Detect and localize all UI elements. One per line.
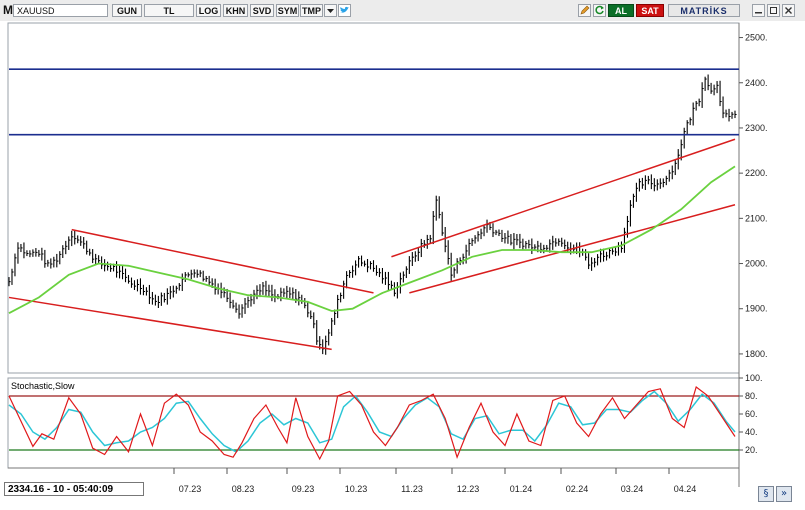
restore-icon[interactable] <box>767 4 780 17</box>
time-tick-label: 03.24 <box>621 484 644 494</box>
price-tick-label: 1900. <box>745 304 768 314</box>
refresh-icon[interactable] <box>593 4 606 17</box>
price-tick-label: 1800. <box>745 349 768 359</box>
tmp-button[interactable]: TMP <box>300 4 323 17</box>
period-gun-button[interactable]: GUN <box>112 4 142 17</box>
price-tick-label: 2100. <box>745 213 768 223</box>
stoch-tick-label: 60. <box>745 409 758 419</box>
dropdown-arrow-icon[interactable] <box>324 4 337 17</box>
twitter-bird-icon[interactable] <box>338 4 351 17</box>
time-tick-label: 01.24 <box>510 484 533 494</box>
currency-tl-button[interactable]: TL <box>144 4 194 17</box>
time-tick-label: 09.23 <box>292 484 315 494</box>
khn-button[interactable]: KHN <box>223 4 248 17</box>
price-axis: 2500. 2400. 2300. 2200. 2100. 2000. 1900. 1800. <box>739 33 768 359</box>
time-tick-label: 04.24 <box>674 484 697 494</box>
pencil-icon[interactable] <box>578 4 591 17</box>
price-tick-label: 2500. <box>745 33 768 43</box>
price-tick-label: 2400. <box>745 78 768 88</box>
sync-icon[interactable]: § <box>758 486 774 502</box>
trend-channel-line <box>409 204 736 294</box>
price-tick-label: 2200. <box>745 168 768 178</box>
trend-channel-line <box>8 296 332 351</box>
matriks-brand: MATRİKS <box>668 4 740 17</box>
stoch-tick-label: 100. <box>745 373 763 383</box>
stoch-panel-title: Stochastic,Slow <box>11 381 75 391</box>
chart-canvas[interactable]: 2500. 2400. 2300. 2200. 2100. 2000. 1900. 1800.… <box>0 21 805 510</box>
buy-button[interactable]: AL <box>608 4 634 17</box>
log-button[interactable]: LOG <box>196 4 221 17</box>
time-tick-label: 08.23 <box>232 484 255 494</box>
matriks-logo: M <box>3 3 13 17</box>
horizontal-levels <box>9 68 739 136</box>
sym-button[interactable]: SYM <box>276 4 299 17</box>
trend-channel-line <box>71 228 374 294</box>
stoch-tick-label: 20. <box>745 445 758 455</box>
stoch-k-line <box>8 385 736 461</box>
sell-button[interactable]: SAT <box>636 4 664 17</box>
trend-channels <box>8 138 736 351</box>
stochastic-lines <box>8 385 739 461</box>
chart-toolbar: M XAUUSD GUN TL LOG KHN SVD SYM TMP AL S… <box>0 0 805 22</box>
time-tick-label: 10.23 <box>345 484 368 494</box>
time-axis: 07.23 08.23 09.23 10.23 11.23 12.23 01.24 02.24… <box>173 468 697 494</box>
moving-average <box>8 165 736 314</box>
time-tick-label: 11.23 <box>401 484 423 494</box>
moving-average-line <box>8 165 736 314</box>
price-tick-label: 2300. <box>745 123 768 133</box>
time-tick-label: 02.24 <box>566 484 589 494</box>
symbol-input[interactable]: XAUUSD <box>13 4 108 17</box>
trend-channel-line <box>391 138 736 258</box>
stoch-tick-label: 80. <box>745 391 758 401</box>
scroll-right-icon[interactable]: » <box>776 486 792 502</box>
svd-button[interactable]: SVD <box>250 4 274 17</box>
chart-background <box>0 21 805 510</box>
stoch-tick-label: 40. <box>745 427 758 437</box>
close-icon[interactable] <box>782 4 795 17</box>
time-tick-label: 12.23 <box>457 484 480 494</box>
stoch-axis: 100. 80. 60. 40. 20. <box>739 373 763 455</box>
stoch-d-line <box>8 390 736 453</box>
status-readout: 2334.16 - 10 - 05:40:09 <box>4 482 144 496</box>
price-tick-label: 2000. <box>745 259 768 269</box>
minimize-icon[interactable] <box>752 4 765 17</box>
time-tick-label: 07.23 <box>179 484 202 494</box>
